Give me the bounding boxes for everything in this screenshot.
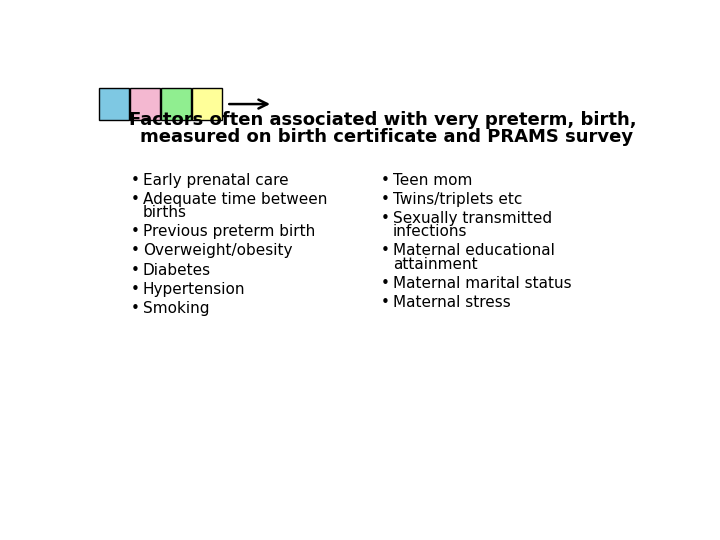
Text: Previous preterm birth: Previous preterm birth: [143, 224, 315, 239]
Text: •: •: [130, 173, 139, 187]
Text: •: •: [381, 192, 390, 207]
Bar: [130, 88, 160, 120]
Text: Diabetes: Diabetes: [143, 262, 211, 278]
Bar: [99, 88, 129, 120]
Text: measured on birth certificate and PRAMS survey: measured on birth certificate and PRAMS …: [140, 128, 633, 146]
Text: births: births: [143, 205, 186, 220]
Text: •: •: [130, 244, 139, 259]
Text: Adequate time between: Adequate time between: [143, 192, 327, 207]
Text: infections: infections: [393, 224, 467, 239]
Text: •: •: [381, 276, 390, 291]
Text: Factors often associated with very preterm, birth,: Factors often associated with very prete…: [129, 111, 636, 129]
Text: Maternal stress: Maternal stress: [393, 295, 510, 310]
Text: •: •: [130, 224, 139, 239]
Text: Maternal marital status: Maternal marital status: [393, 276, 572, 291]
Text: Maternal educational: Maternal educational: [393, 244, 555, 259]
Text: •: •: [130, 192, 139, 207]
Text: Sexually transmitted: Sexually transmitted: [393, 211, 552, 226]
Bar: [192, 88, 222, 120]
Text: •: •: [130, 262, 139, 278]
Text: •: •: [381, 244, 390, 259]
Text: Hypertension: Hypertension: [143, 282, 246, 297]
Text: attainment: attainment: [393, 256, 477, 272]
Text: Overweight/obesity: Overweight/obesity: [143, 244, 292, 259]
Text: •: •: [381, 211, 390, 226]
Text: Twins/triplets etc: Twins/triplets etc: [393, 192, 523, 207]
Text: Teen mom: Teen mom: [393, 173, 472, 187]
Text: •: •: [130, 301, 139, 316]
Bar: [161, 88, 191, 120]
Text: •: •: [381, 295, 390, 310]
Text: •: •: [130, 282, 139, 297]
Text: Smoking: Smoking: [143, 301, 210, 316]
Text: •: •: [381, 173, 390, 187]
Text: Early prenatal care: Early prenatal care: [143, 173, 288, 187]
